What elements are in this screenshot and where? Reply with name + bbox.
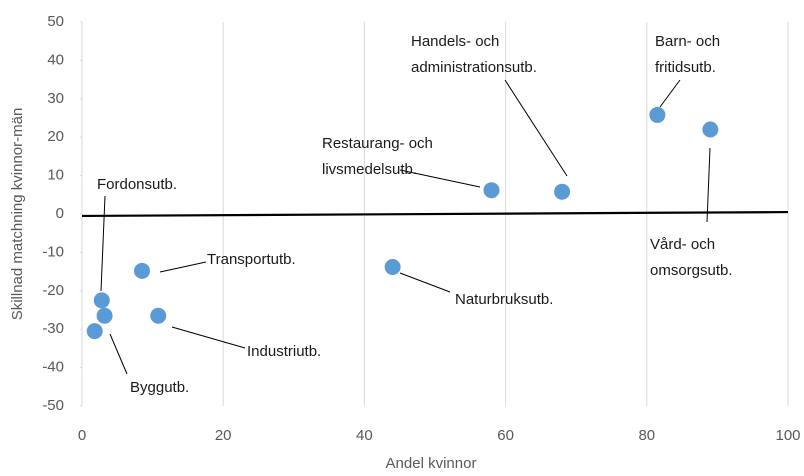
- x-axis-title: Andel kvinnor: [386, 455, 477, 472]
- y-tick-label: -50: [42, 397, 64, 414]
- point: [86, 323, 103, 340]
- leader-line: [706, 147, 711, 223]
- y-tick-label: 10: [47, 167, 64, 184]
- point-label: Transportutb.: [207, 251, 296, 268]
- point: [702, 121, 719, 138]
- point: [93, 292, 110, 309]
- point: [150, 307, 167, 324]
- y-tick-label: -30: [42, 320, 64, 337]
- x-tick-label: 100: [775, 427, 800, 444]
- point: [134, 262, 151, 279]
- y-tick-label: -40: [42, 359, 64, 376]
- point-label: Industriutb.: [247, 343, 321, 360]
- y-tick-label: -10: [42, 243, 64, 260]
- x-tick-label: 20: [215, 427, 232, 444]
- point-label: omsorgsutb.: [650, 262, 733, 279]
- y-tick-label: 0: [56, 205, 64, 222]
- leader-line: [659, 79, 681, 108]
- y-tick-label: 20: [47, 128, 64, 145]
- leader-line: [100, 195, 106, 292]
- x-tick-label: 40: [356, 427, 373, 444]
- leader-line: [399, 169, 481, 188]
- y-tick-label: 30: [47, 90, 64, 107]
- leader-line: [504, 79, 568, 177]
- leader-line: [399, 272, 451, 293]
- point-label: Fordonsutb.: [97, 176, 177, 193]
- leader-line: [159, 261, 207, 273]
- point-label: Byggutb.: [130, 379, 189, 396]
- y-tick-label: -20: [42, 282, 64, 299]
- y-axis-title: Skillnad matchning kvinnor-män: [9, 108, 26, 321]
- point: [96, 307, 113, 324]
- leader-line: [171, 326, 246, 349]
- point: [483, 182, 500, 199]
- point: [649, 106, 666, 123]
- point: [554, 183, 571, 200]
- y-tick-label: 40: [47, 51, 64, 68]
- x-tick-label: 0: [78, 427, 86, 444]
- point-label: administrationsutb.: [411, 59, 537, 76]
- y-tick-label: 50: [47, 13, 64, 30]
- point-label: Naturbruksutb.: [455, 291, 553, 308]
- x-tick-label: 60: [497, 427, 514, 444]
- x-tick-label: 80: [638, 427, 655, 444]
- point-label: Restaurang- och: [322, 135, 433, 152]
- point-label: livsmedelsutb.: [322, 161, 417, 178]
- point-label: fritidsutb.: [655, 59, 716, 76]
- point-label: Barn- och: [655, 33, 720, 50]
- point: [384, 258, 401, 275]
- trendline: [81, 210, 789, 218]
- point-label: Handels- och: [411, 33, 499, 50]
- point-label: Vård- och: [650, 236, 715, 253]
- leader-line: [109, 333, 128, 375]
